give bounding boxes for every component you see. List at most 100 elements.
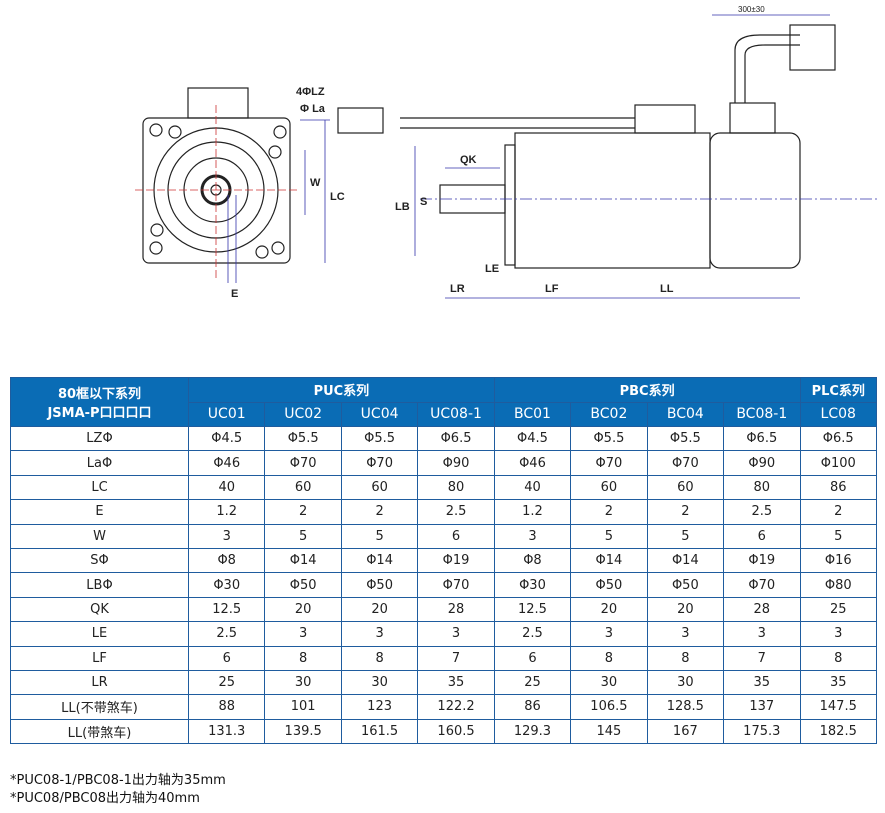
table-cell: Φ19	[417, 547, 495, 574]
label-lc: LC	[330, 191, 345, 203]
table-cell: Φ100	[799, 450, 877, 476]
table-cell: 20	[340, 596, 419, 623]
table-cell: 2.5	[417, 499, 495, 525]
table-cell: 8	[799, 645, 877, 671]
table-cell: 8	[340, 645, 419, 671]
table-row: LC 40 60 60 80 40 60 60 80 86	[10, 474, 877, 501]
table-cell: 3	[723, 621, 801, 647]
table-cell: 80	[723, 474, 801, 501]
row-label: LBΦ	[10, 572, 189, 598]
table-cell: 25	[493, 669, 572, 696]
table-row: QK 12.5 20 20 28 12.5 20 20 28 25	[10, 596, 877, 623]
table-cell: 12.5	[493, 596, 572, 623]
front-connector	[187, 87, 249, 119]
table-cell: 60	[264, 474, 342, 501]
table-cell: Φ8	[493, 547, 572, 574]
label-s: S	[420, 196, 427, 208]
table-cell: Φ5.5	[646, 425, 725, 452]
table-row: LaΦ Φ46 Φ70 Φ70 Φ90 Φ46 Φ70 Φ70 Φ90 Φ100	[10, 450, 877, 476]
table-cell: Φ70	[646, 450, 725, 476]
table-cell: 161.5	[340, 718, 419, 745]
table-cell: Φ4.5	[493, 425, 572, 452]
label-lz: 4ΦLZ	[296, 86, 325, 98]
table-cell: Φ50	[570, 572, 648, 598]
table-cell: Φ16	[799, 547, 877, 574]
table-cell: 6	[187, 645, 266, 671]
table-cell: 88	[187, 694, 266, 720]
table-cell: 35	[417, 669, 495, 696]
table-cell: Φ5.5	[264, 425, 342, 452]
model-header: BC02	[570, 401, 648, 427]
group-header: PUC系列	[188, 377, 495, 403]
table-cell: Φ80	[799, 572, 877, 598]
table-row: LF 6 8 8 7 6 8 8 7 8	[10, 645, 877, 671]
table-cell: 86	[493, 694, 572, 720]
corner-header: 80框以下系列 JSMA-P口口口口	[10, 377, 189, 427]
table-cell: Φ70	[340, 450, 419, 476]
dimension-table: 80框以下系列 JSMA-P口口口口 PUC系列 PBC系列 PLC系列 UC01 UC02…	[10, 377, 877, 745]
table-cell: 40	[493, 474, 572, 501]
note: *PUC08/PBC08出力轴为40mm	[10, 791, 200, 806]
table-cell: 106.5	[570, 694, 648, 720]
table-cell: Φ4.5	[187, 425, 266, 452]
label-le: LE	[485, 263, 499, 275]
row-label: W	[10, 523, 189, 549]
table-cell: 123	[340, 694, 419, 720]
table-cell: Φ14	[646, 547, 725, 574]
table-cell: 7	[417, 645, 495, 671]
table-cell: 25	[799, 596, 877, 623]
model-header: LC08	[799, 401, 877, 427]
table-cell: Φ50	[264, 572, 342, 598]
note: *PUC08-1/PBC08-1出力轴为35mm	[10, 773, 226, 788]
table-cell: 129.3	[493, 718, 572, 745]
table-cell: 60	[646, 474, 725, 501]
label-qk: QK	[460, 154, 477, 166]
table-cell: 80	[417, 474, 495, 501]
table-cell: 2	[264, 499, 342, 525]
table-cell: 2.5	[723, 499, 801, 525]
table-cell: 2	[340, 499, 419, 525]
row-label: LR	[10, 669, 189, 696]
notes: *PUC08-1/PBC08-1出力轴为35mm *PUC08/PBC08出力轴…	[10, 772, 226, 808]
row-label: LZΦ	[10, 425, 189, 452]
table-cell: Φ14	[340, 547, 419, 574]
table-cell: 25	[187, 669, 266, 696]
table-cell: 5	[799, 523, 877, 549]
table-cell: 3	[570, 621, 648, 647]
table-cell: 5	[646, 523, 725, 549]
group-header: PLC系列	[799, 377, 877, 403]
table-cell: 20	[264, 596, 342, 623]
table-cell: 2.5	[493, 621, 572, 647]
model-header: BC08-1	[723, 401, 801, 427]
table-cell: 3	[264, 621, 342, 647]
table-row: LL(带煞车) 131.3 139.5 161.5 160.5 129.3 145 167 17…	[10, 718, 877, 745]
row-label: LC	[10, 474, 189, 501]
table-cell: 3	[799, 621, 877, 647]
table-row: LL(不带煞车) 88 101 123 122.2 86 106.5 128.5 137 147.…	[10, 694, 877, 720]
table-row: LZΦ Φ4.5 Φ5.5 Φ5.5 Φ6.5 Φ4.5 Φ5.5 Φ5.5 Φ6.5 Φ6.5	[10, 425, 877, 452]
model-header: BC04	[646, 401, 725, 427]
table-cell: Φ6.5	[799, 425, 877, 452]
table-cell: 139.5	[264, 718, 342, 745]
label-e: E	[231, 288, 238, 300]
table-cell: Φ46	[187, 450, 266, 476]
table-row: LBΦ Φ30 Φ50 Φ50 Φ70 Φ30 Φ50 Φ50 Φ70 Φ80	[10, 572, 877, 598]
label-lf: LF	[545, 283, 559, 295]
table-cell: Φ30	[493, 572, 572, 598]
table-cell: 6	[493, 645, 572, 671]
table-cell: 12.5	[187, 596, 266, 623]
table-cell: 6	[723, 523, 801, 549]
table-cell: 30	[646, 669, 725, 696]
table-cell: 40	[187, 474, 266, 501]
model-header: UC08-1	[417, 401, 495, 427]
label-w: W	[310, 177, 321, 189]
table-cell: 86	[799, 474, 877, 501]
table-cell: 30	[340, 669, 419, 696]
table-cell: 28	[417, 596, 495, 623]
table-cell: 28	[723, 596, 801, 623]
table-cell: 3	[417, 621, 495, 647]
table-cell: 60	[340, 474, 419, 501]
table-cell: 147.5	[799, 694, 877, 720]
row-label: SΦ	[10, 547, 189, 574]
